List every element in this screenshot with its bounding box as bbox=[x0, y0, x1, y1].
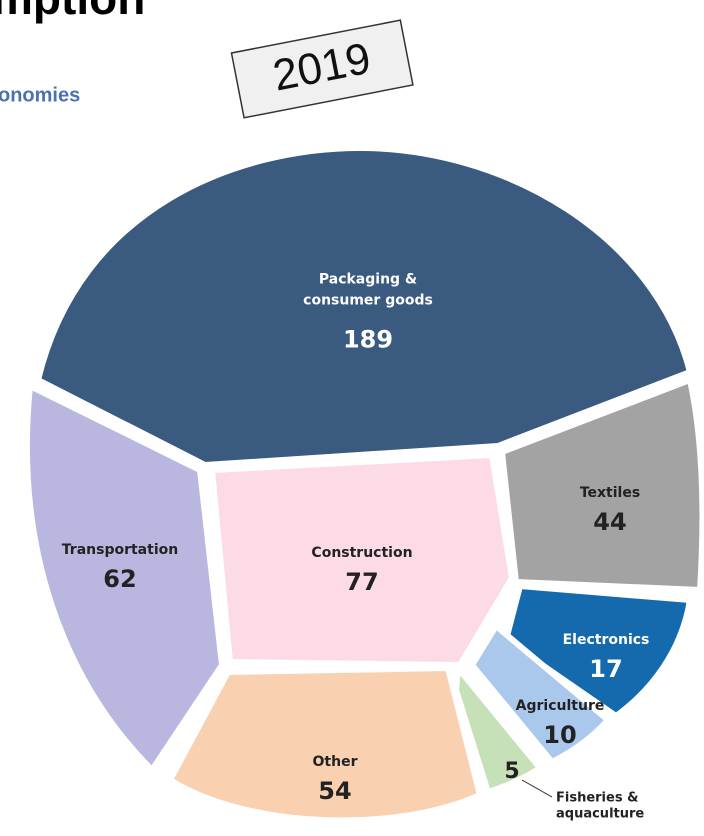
cell bbox=[499, 377, 704, 593]
value-label: 62 bbox=[103, 565, 136, 593]
category-label: Transportation bbox=[62, 542, 178, 558]
chart-subtitle: onomies bbox=[0, 84, 80, 106]
year-box: 2019 bbox=[230, 19, 414, 119]
category-label: aquaculture bbox=[556, 807, 644, 822]
category-label: Packaging & bbox=[319, 272, 417, 288]
category-label: Agriculture bbox=[516, 698, 605, 714]
leader-line bbox=[521, 779, 553, 798]
value-label: 44 bbox=[593, 508, 626, 536]
category-label: Electronics bbox=[563, 632, 650, 648]
value-label: 10 bbox=[543, 721, 576, 749]
category-label: Construction bbox=[311, 545, 412, 561]
cell bbox=[209, 452, 515, 668]
value-label: 5 bbox=[504, 759, 519, 784]
cell bbox=[35, 145, 693, 468]
category-label: Other bbox=[313, 754, 358, 770]
category-label: Fisheries & bbox=[556, 791, 638, 806]
value-label: 17 bbox=[589, 655, 622, 683]
value-label: 189 bbox=[343, 326, 393, 354]
value-label: 54 bbox=[318, 777, 351, 805]
cell bbox=[503, 583, 693, 719]
cell bbox=[23, 383, 225, 773]
cell bbox=[453, 665, 543, 795]
cell bbox=[167, 665, 483, 824]
category-label: consumer goods bbox=[303, 293, 433, 309]
value-label: 77 bbox=[345, 568, 378, 596]
category-label: Textiles bbox=[580, 485, 640, 501]
year-box-frame bbox=[230, 19, 414, 119]
chart-title: mption bbox=[0, 0, 145, 24]
cell bbox=[469, 623, 611, 765]
